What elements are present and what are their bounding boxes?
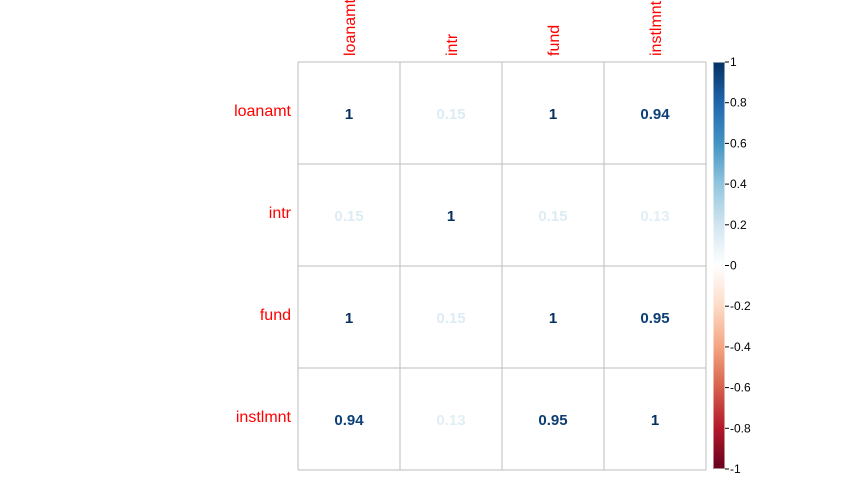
cell-value-intr-loanamt: 0.15 (334, 208, 363, 225)
cell-value-loanamt-fund: 1 (549, 106, 557, 123)
cell-value-intr-fund: 0.15 (538, 208, 567, 225)
column-labels: loanamt intr fund instlmnt (342, 0, 665, 56)
cell-value-fund-instlmnt: 0.95 (640, 310, 669, 327)
row-labels: loanamt intr fund instlmnt (234, 103, 292, 426)
colorbar-tick-label: -1 (730, 462, 741, 476)
colorbar-tick-label: -0.8 (730, 421, 751, 435)
colorbar-tick-label: 0 (730, 259, 737, 273)
cell-value-fund-intr: 0.15 (436, 310, 465, 327)
cell-value-instlmnt-fund: 0.95 (538, 412, 567, 429)
colorbar-gradient (713, 62, 725, 469)
colorbar: 1 0.8 0.6 0.4 0.2 0 -0.2 -0.4 -0.6 -0.8 -1 (713, 55, 751, 476)
correlation-cells: 1 0.15 1 0.94 0.15 1 0.15 0.13 1 0.15 1 0.95 0.94 0.1… (334, 106, 670, 429)
cell-value-loanamt-loanamt: 1 (345, 106, 353, 123)
row-label-intr: intr (269, 205, 292, 222)
cell-value-intr-intr: 1 (447, 208, 455, 225)
column-label-instlmnt: instlmnt (648, 0, 665, 56)
colorbar-tick-label: 0.2 (730, 218, 747, 232)
row-label-instlmnt: instlmnt (236, 409, 292, 426)
cell-value-instlmnt-instlmnt: 1 (651, 412, 659, 429)
colorbar-tick-label: 0.4 (730, 177, 747, 191)
colorbar-tick-label: -0.4 (730, 340, 751, 354)
colorbar-tick-label: 0.8 (730, 96, 747, 110)
cell-value-loanamt-intr: 0.15 (436, 106, 465, 123)
cell-value-instlmnt-loanamt: 0.94 (334, 412, 364, 429)
column-label-loanamt: loanamt (342, 0, 359, 56)
cell-value-instlmnt-intr: 0.13 (436, 412, 465, 429)
row-label-fund: fund (260, 307, 291, 324)
colorbar-tick-label: -0.2 (730, 299, 751, 313)
column-label-fund: fund (546, 25, 563, 56)
colorbar-tick-label: -0.6 (730, 381, 751, 395)
colorbar-tick-label: 1 (730, 55, 737, 69)
cell-value-loanamt-instlmnt: 0.94 (640, 106, 670, 123)
colorbar-border (713, 62, 725, 469)
colorbar-tick-label: 0.6 (730, 136, 747, 150)
cell-value-fund-fund: 1 (549, 310, 557, 327)
column-label-intr: intr (444, 33, 461, 56)
correlation-grid (297, 61, 707, 471)
cell-value-intr-instlmnt: 0.13 (640, 208, 669, 225)
cell-value-fund-loanamt: 1 (345, 310, 353, 327)
row-label-loanamt: loanamt (234, 103, 291, 120)
